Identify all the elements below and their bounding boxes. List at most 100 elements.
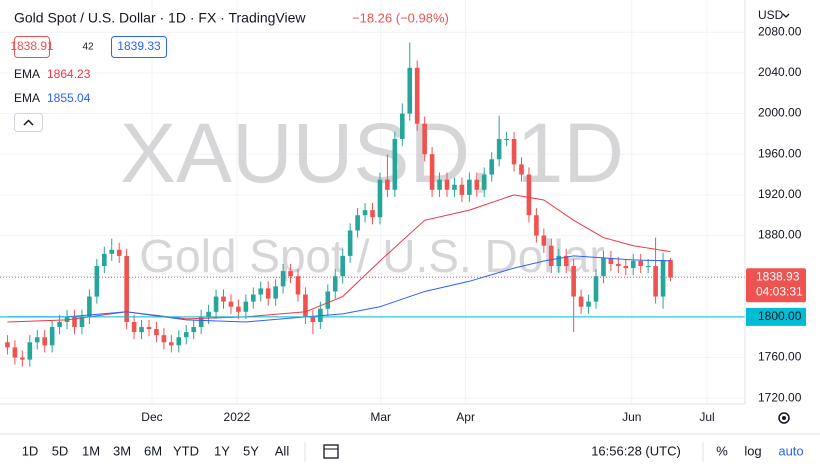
price-change: −18.26 (−0.98%) bbox=[352, 10, 449, 25]
candle-body bbox=[5, 342, 10, 348]
candle-body bbox=[154, 329, 159, 336]
x-tick-label: 2022 bbox=[224, 410, 251, 424]
candle-body bbox=[437, 179, 442, 190]
candle-body bbox=[377, 179, 383, 218]
x-tick-label: Dec bbox=[141, 410, 162, 424]
candle-body bbox=[526, 174, 532, 216]
candle-body bbox=[213, 296, 219, 312]
price-tag-countdown: 04:03:31 bbox=[756, 284, 803, 298]
candle-body bbox=[273, 286, 278, 299]
candle-body bbox=[548, 245, 554, 267]
x-tick-label: Jun bbox=[622, 410, 641, 424]
candle-body bbox=[250, 294, 256, 302]
candle-body bbox=[608, 257, 614, 265]
plot bbox=[0, 42, 745, 367]
candle-body bbox=[72, 316, 77, 328]
settings-icon[interactable] bbox=[778, 412, 790, 424]
candle-body bbox=[586, 301, 591, 307]
candle-body bbox=[653, 266, 658, 297]
candle-body bbox=[638, 260, 644, 267]
candle-body bbox=[288, 271, 293, 277]
candle-body bbox=[57, 321, 62, 328]
range-button[interactable]: 6M bbox=[144, 443, 162, 458]
candle-body bbox=[42, 337, 48, 346]
ema-line bbox=[7, 255, 671, 323]
date-range-icon[interactable] bbox=[323, 444, 339, 459]
candle-body bbox=[109, 249, 115, 254]
sell-box[interactable] bbox=[14, 36, 50, 58]
legend: EMA 1864.23 EMA 1855.04 bbox=[14, 67, 91, 105]
range-button[interactable]: 1M bbox=[82, 443, 100, 458]
range-button[interactable]: 1Y bbox=[214, 443, 230, 458]
candle-body bbox=[191, 327, 197, 333]
candle-body bbox=[139, 327, 144, 333]
price-tag-value: 1838.93 bbox=[756, 269, 800, 283]
candle-body bbox=[645, 266, 651, 268]
x-tick-label: Jul bbox=[699, 410, 714, 424]
currency[interactable]: USD bbox=[758, 8, 784, 22]
candle-body bbox=[101, 253, 107, 267]
range-button[interactable]: 3M bbox=[113, 443, 131, 458]
candle-body bbox=[49, 327, 55, 346]
scale-button[interactable]: log bbox=[744, 443, 761, 458]
candle-body bbox=[116, 249, 122, 256]
candle-body bbox=[481, 174, 487, 190]
candle-body bbox=[385, 179, 390, 190]
y-tick-label: 1960.00 bbox=[758, 146, 802, 160]
range-button[interactable]: YTD bbox=[173, 443, 199, 458]
y-tick-label: 2000.00 bbox=[758, 106, 802, 120]
candle-body bbox=[660, 259, 666, 297]
sell-price[interactable]: 1838.91 bbox=[10, 39, 54, 53]
candle-body bbox=[452, 184, 457, 190]
candle-body bbox=[161, 335, 167, 343]
candle-body bbox=[198, 316, 204, 328]
candle-body bbox=[236, 306, 241, 312]
candle-body bbox=[27, 342, 33, 360]
range-button[interactable]: 1D bbox=[22, 443, 39, 458]
candle-body bbox=[519, 164, 524, 175]
buy-box[interactable] bbox=[111, 36, 167, 58]
candle-body bbox=[414, 67, 420, 124]
candle-body bbox=[12, 347, 18, 358]
candle-body bbox=[87, 296, 92, 317]
candle-body bbox=[34, 337, 40, 343]
candle-body bbox=[169, 342, 174, 346]
clock: 16:56:28 (UTC) bbox=[591, 443, 681, 458]
ema-line bbox=[7, 194, 671, 323]
chevron-icon bbox=[23, 119, 34, 126]
candle-body bbox=[206, 311, 211, 317]
dropdown-icon bbox=[782, 13, 790, 18]
candle-body bbox=[303, 294, 308, 317]
legend-value: 1855.04 bbox=[47, 91, 91, 105]
y-tick-label: 1920.00 bbox=[758, 187, 802, 201]
candle-body bbox=[332, 276, 338, 292]
symbol-title: Gold Spot / U.S. Dollar · 1D · FX · Trad… bbox=[14, 10, 306, 26]
range-button[interactable]: 5D bbox=[52, 443, 69, 458]
candle-body bbox=[362, 210, 368, 216]
collapse-button[interactable] bbox=[14, 113, 43, 132]
candle-body bbox=[459, 184, 465, 195]
candle-body bbox=[392, 138, 398, 190]
candle-body bbox=[370, 210, 375, 218]
candle-body bbox=[630, 260, 636, 269]
candle-body bbox=[578, 296, 584, 307]
buy-price[interactable]: 1839.33 bbox=[117, 39, 161, 53]
y-tick-label: 1720.00 bbox=[758, 390, 802, 404]
candle-body bbox=[399, 113, 405, 139]
scale-button[interactable]: auto bbox=[778, 443, 803, 458]
candle-body bbox=[221, 296, 226, 302]
range-button[interactable]: 5Y bbox=[243, 443, 259, 458]
candle-body bbox=[534, 215, 539, 236]
legend-value: 1864.23 bbox=[47, 67, 91, 81]
candle-body bbox=[556, 255, 562, 267]
scale-button[interactable]: % bbox=[716, 443, 728, 458]
candle-body bbox=[124, 255, 129, 322]
candle-body bbox=[243, 301, 249, 312]
candle-body bbox=[20, 357, 25, 360]
candle-body bbox=[355, 215, 360, 231]
range-button[interactable]: All bbox=[275, 443, 290, 458]
x-tick-label: Mar bbox=[370, 410, 391, 424]
watermark-symbol: XAUUSD, 1D bbox=[120, 106, 624, 200]
spread: 42 bbox=[82, 42, 94, 53]
